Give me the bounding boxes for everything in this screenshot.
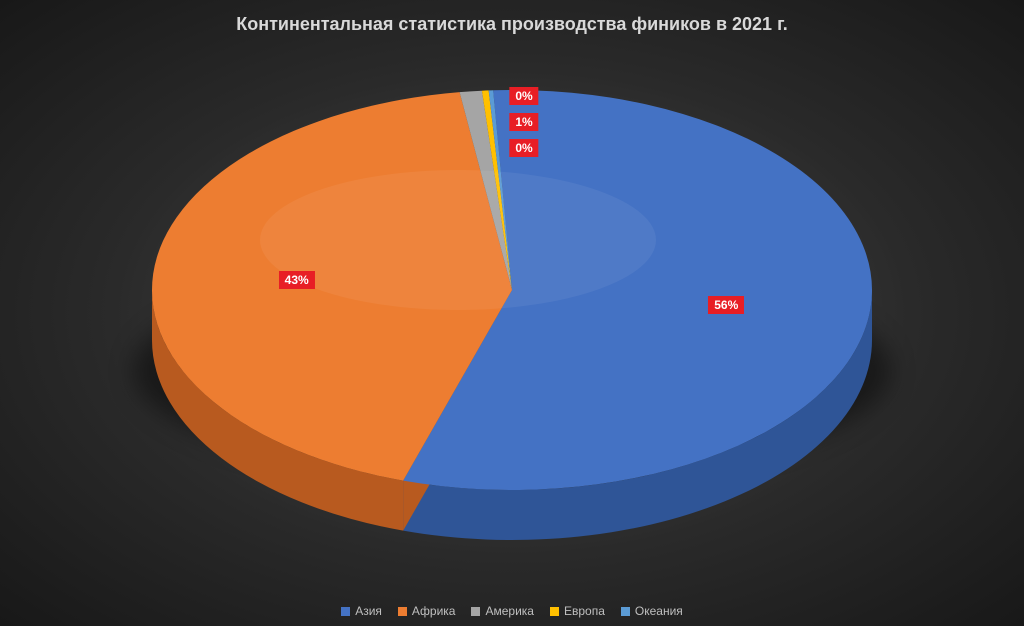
data-label: 1% [509, 113, 538, 131]
legend-item: Океания [621, 604, 683, 618]
legend-item: Европа [550, 604, 605, 618]
data-label: 56% [708, 296, 744, 314]
legend-label: Океания [635, 604, 683, 618]
legend-label: Африка [412, 604, 456, 618]
legend-swatch [341, 607, 350, 616]
legend-label: Азия [355, 604, 382, 618]
legend-swatch [550, 607, 559, 616]
data-label: 0% [509, 87, 538, 105]
chart-title: Континентальная статистика производства … [0, 14, 1024, 35]
legend-item: Америка [471, 604, 534, 618]
pie-chart: 56% 43% 1% 0% 0% [0, 50, 1024, 570]
legend-label: Европа [564, 604, 605, 618]
legend-swatch [471, 607, 480, 616]
legend-swatch [398, 607, 407, 616]
legend-label: Америка [485, 604, 534, 618]
data-label: 0% [509, 139, 538, 157]
legend-item: Африка [398, 604, 456, 618]
legend-item: Азия [341, 604, 382, 618]
legend-swatch [621, 607, 630, 616]
data-label: 43% [279, 271, 315, 289]
legend: Азия Африка Америка Европа Океания [0, 604, 1024, 618]
